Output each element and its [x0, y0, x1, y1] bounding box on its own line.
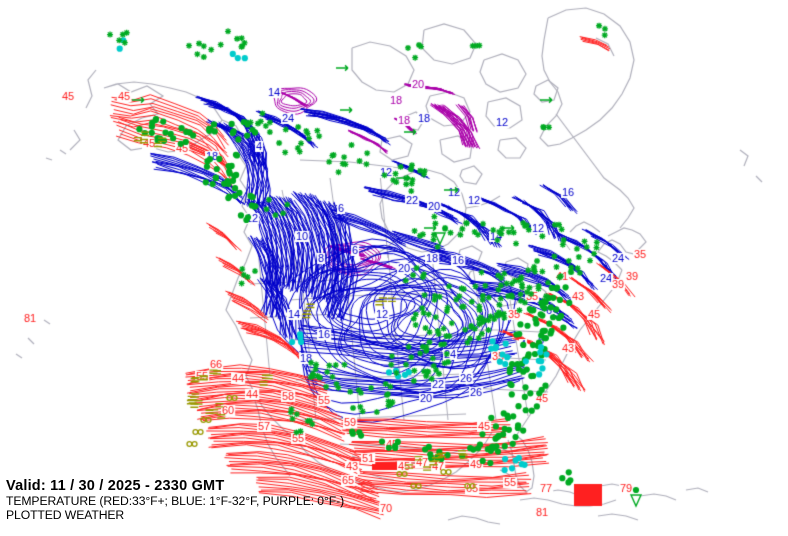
map-legend: Valid: 11 / 30 / 2025 - 2330 GMT TEMPERA…	[6, 478, 476, 522]
temperature-legend-label: TEMPERATURE (RED:33°F+; BLUE: 1°F-32°F, …	[6, 494, 345, 508]
valid-time-label: Valid: 11 / 30 / 2025 - 2330 GMT	[6, 478, 225, 494]
plotted-weather-label: PLOTTED WEATHER	[6, 508, 125, 522]
